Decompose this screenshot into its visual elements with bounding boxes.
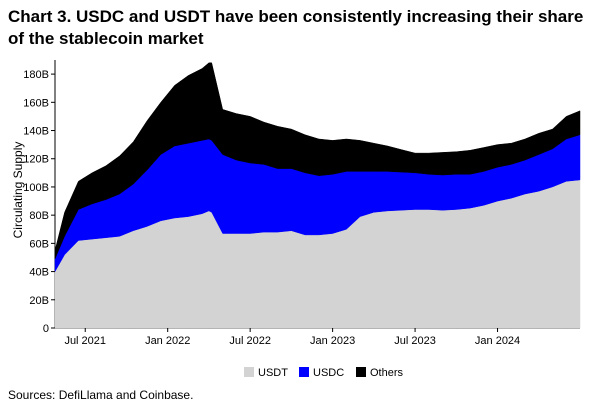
x-tick-layer: Jul 2021 Jan 2022 Jul 2022 Jan 2023 Jul 2023…	[64, 328, 520, 347]
y-tick-label: 160B	[23, 97, 49, 109]
y-tick-label: 140B	[23, 126, 49, 138]
x-tick-label: Jan 2023	[310, 335, 355, 347]
legend-label-usdc: USDC	[313, 367, 344, 379]
legend-label-usdt: USDT	[258, 367, 288, 379]
y-tick-label: 20B	[29, 295, 49, 307]
legend-swatch-others	[356, 367, 366, 377]
x-tick-label: Jan 2022	[145, 335, 190, 347]
y-tick-label: 60B	[29, 238, 49, 250]
y-tick-label: 120B	[23, 154, 49, 166]
x-tick-label: Jul 2023	[394, 335, 436, 347]
y-tick-label: 180B	[23, 69, 49, 81]
area-others	[54, 62, 581, 259]
y-tick-layer: 0 20B 40B 60B 80B 100B 120B 140B 160B 180B	[23, 69, 55, 335]
x-tick-label: Jan 2024	[475, 335, 520, 347]
source-note: Sources: DefiLlama and Coinbase.	[8, 388, 194, 402]
legend-swatch-usdc	[299, 367, 309, 377]
legend-swatch-usdt	[244, 367, 254, 377]
chart-title: Chart 3. USDC and USDT have been consist…	[8, 7, 584, 48]
legend-label-others: Others	[370, 367, 404, 379]
y-tick-label: 0	[43, 323, 49, 335]
y-axis-label: Circulating Supply	[11, 142, 25, 239]
legend: USDT USDC Others	[244, 367, 404, 379]
y-tick-label: 40B	[29, 267, 49, 279]
x-tick-label: Jul 2022	[229, 335, 271, 347]
y-tick-label: 80B	[29, 210, 49, 222]
area-layer	[54, 62, 581, 329]
x-tick-label: Jul 2021	[64, 335, 106, 347]
y-tick-label: 100B	[23, 182, 49, 194]
